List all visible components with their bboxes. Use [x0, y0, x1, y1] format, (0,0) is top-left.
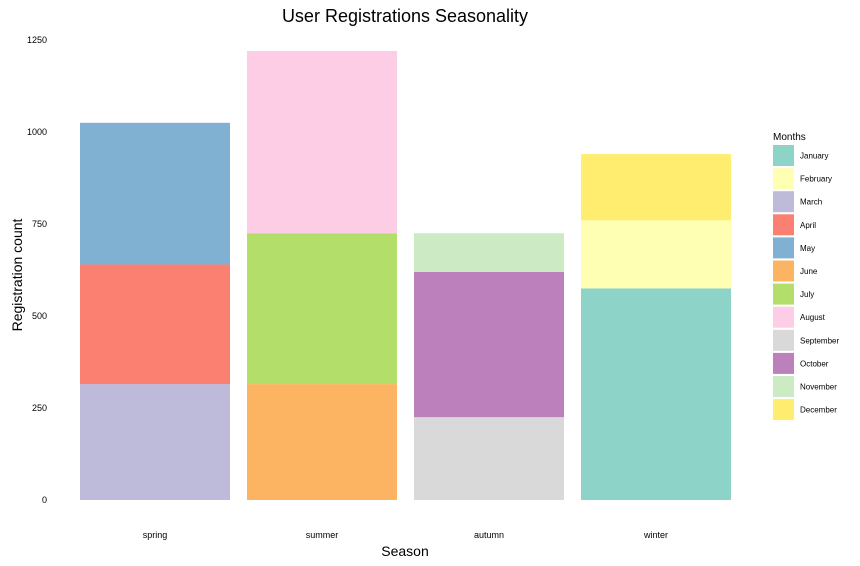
- bar-segment-autumn-november: [414, 233, 564, 272]
- y-axis-title: Registration count: [9, 218, 25, 331]
- y-tick-labels: 0 250 500 750 1000 1250: [27, 35, 47, 505]
- legend-key-august: [773, 306, 794, 328]
- x-axis-title: Season: [381, 543, 428, 559]
- legend-label-june: June: [800, 267, 818, 276]
- legend: Months January February March April May June J…: [773, 132, 839, 421]
- x-tick-label-summer: summer: [306, 530, 339, 540]
- bar-segment-winter-january: [581, 288, 731, 500]
- legend-label-january: January: [800, 152, 828, 161]
- y-tick-label-500: 500: [32, 311, 47, 321]
- bar-segment-winter-february: [581, 220, 731, 289]
- bars-group: [80, 51, 731, 500]
- legend-label-october: October: [800, 359, 829, 368]
- legend-key-may: [773, 237, 794, 259]
- legend-key-june: [773, 260, 794, 282]
- legend-key-january: [773, 145, 794, 166]
- legend-key-november: [773, 376, 794, 397]
- legend-label-april: April: [800, 221, 816, 230]
- x-tick-labels: spring summer autumn winter: [143, 530, 668, 540]
- legend-key-september: [773, 329, 794, 351]
- bar-segment-autumn-october: [414, 271, 564, 418]
- legend-key-march: [773, 191, 794, 213]
- x-tick-label-spring: spring: [143, 530, 168, 540]
- legend-label-july: July: [800, 290, 814, 299]
- legend-label-september: September: [800, 336, 839, 345]
- chart-title: User Registrations Seasonality: [282, 6, 528, 26]
- y-tick-label-750: 750: [32, 219, 47, 229]
- legend-key-april: [773, 214, 794, 236]
- bar-segment-summer-july: [247, 233, 397, 385]
- bar-segment-summer-august: [247, 51, 397, 234]
- bar-segment-summer-june: [247, 384, 397, 500]
- x-tick-label-winter: winter: [643, 530, 668, 540]
- legend-key-february: [773, 168, 794, 190]
- x-tick-label-autumn: autumn: [474, 530, 504, 540]
- legend-key-october: [773, 352, 794, 374]
- legend-label-february: February: [800, 175, 832, 184]
- legend-label-march: March: [800, 198, 822, 207]
- y-tick-label-0: 0: [42, 495, 47, 505]
- legend-label-august: August: [800, 313, 826, 322]
- legend-key-december: [773, 399, 794, 421]
- bar-segment-winter-december: [581, 154, 731, 221]
- legend-title: Months: [773, 132, 806, 143]
- bar-segment-spring-may: [80, 122, 230, 265]
- y-tick-label-1250: 1250: [27, 35, 47, 45]
- bar-segment-autumn-september: [414, 417, 564, 500]
- legend-label-may: May: [800, 244, 815, 253]
- y-tick-label-250: 250: [32, 403, 47, 413]
- legend-key-july: [773, 283, 794, 305]
- y-tick-label-1000: 1000: [27, 127, 47, 137]
- bar-segment-spring-april: [80, 264, 230, 385]
- legend-label-november: November: [800, 383, 837, 392]
- legend-label-december: December: [800, 406, 837, 415]
- bar-segment-spring-march: [80, 384, 230, 500]
